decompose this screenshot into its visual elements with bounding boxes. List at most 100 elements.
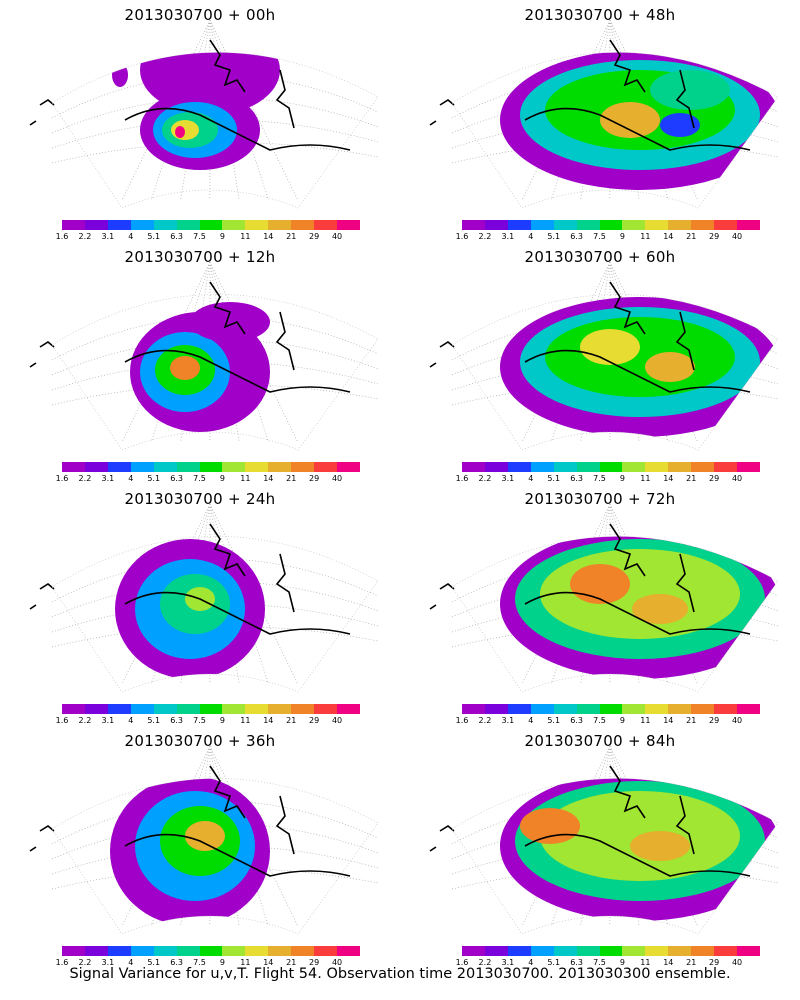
colorbar-tick-label: 6.3 xyxy=(170,716,183,725)
colorbar-tick-label: 29 xyxy=(309,958,320,967)
colorbar-swatch xyxy=(176,946,200,956)
coastline xyxy=(29,39,351,151)
colorbar-tick-label: 9 xyxy=(619,232,625,241)
colorbar-swatch xyxy=(668,946,692,956)
colorbar-tick-label: 3.1 xyxy=(501,232,515,241)
colorbar-tick-label: 2.2 xyxy=(478,232,492,241)
colorbar-tick-label: 40 xyxy=(331,232,343,241)
colorbar-swatch xyxy=(622,220,646,230)
colorbar-tick-label: 3.1 xyxy=(101,716,115,725)
colorbar-swatch xyxy=(153,946,177,956)
colorbar-swatch xyxy=(737,220,760,230)
colorbar-tick-label: 29 xyxy=(309,232,320,241)
colorbar-swatch xyxy=(714,704,738,714)
colorbar-tick-label: 21 xyxy=(686,716,697,725)
colorbar-tick-label: 29 xyxy=(709,958,720,967)
colorbar-tick-label: 29 xyxy=(709,474,720,483)
colorbar-tick-label: 11 xyxy=(640,716,651,725)
map-panel-p48: 2013030700 + 48h 1.6 2.2 3.1 4 5.1 6.3 7.5 9 11 14… xyxy=(400,0,800,242)
colorbar-tick-label: 3.1 xyxy=(101,474,115,483)
colorbar-swatch xyxy=(245,220,269,230)
contour-region xyxy=(520,808,580,844)
colorbar xyxy=(462,462,760,472)
colorbar-swatch xyxy=(62,220,85,230)
colorbar-tick-label: 3.1 xyxy=(101,958,115,967)
colorbar-tick-label: 7.5 xyxy=(593,474,606,483)
colorbar-swatch xyxy=(176,462,200,472)
colorbar-swatch xyxy=(130,220,154,230)
coastline xyxy=(29,523,351,635)
colorbar-swatch xyxy=(222,704,246,714)
colorbar-swatch xyxy=(530,220,554,230)
colorbar-tick-label: 5.1 xyxy=(147,232,161,241)
colorbar-tick-label: 40 xyxy=(331,958,343,967)
colorbar-tick-label: 9 xyxy=(619,474,625,483)
contour-region xyxy=(650,70,730,110)
colorbar-tick-label: 1.6 xyxy=(55,716,69,725)
colorbar-swatch xyxy=(245,946,269,956)
variance-contours xyxy=(115,539,265,679)
colorbar-swatch xyxy=(622,462,646,472)
colorbar-swatch xyxy=(530,462,554,472)
colorbar-swatch xyxy=(199,946,223,956)
colorbar-swatch xyxy=(153,704,177,714)
colorbar-tick-label: 14 xyxy=(663,232,674,241)
colorbar-tick-label: 11 xyxy=(240,958,251,967)
panel-title: 2013030700 + 12h xyxy=(124,248,276,266)
map-panel-p12: 2013030700 + 12h 1.6 2.2 3.1 4 5.1 6.3 7.5 9 11 14… xyxy=(0,242,400,484)
panel-title: 2013030700 + 48h xyxy=(524,6,676,24)
colorbar-tick-label: 3.1 xyxy=(501,716,515,725)
contour-region xyxy=(540,549,740,639)
colorbar-tick-label: 21 xyxy=(286,474,297,483)
colorbar-swatch xyxy=(737,704,760,714)
colorbar-swatch xyxy=(599,220,623,230)
colorbar-swatch xyxy=(107,462,131,472)
map-boundary xyxy=(51,778,379,935)
colorbar-tick-label: 2.2 xyxy=(78,716,92,725)
colorbar-ticks: 1.6 2.2 3.1 4 5.1 6.3 7.5 9 11 14 21 29 40 xyxy=(456,474,760,484)
colorbar-tick-label: 5.1 xyxy=(547,232,561,241)
colorbar-swatch xyxy=(153,220,177,230)
colorbar-swatch xyxy=(462,704,485,714)
colorbar-swatch xyxy=(599,946,623,956)
colorbar-swatch xyxy=(337,220,360,230)
contour-region xyxy=(175,126,185,138)
colorbar-tick-label: 14 xyxy=(663,716,674,725)
colorbar-tick-label: 1.6 xyxy=(455,716,469,725)
coastline xyxy=(29,765,351,877)
colorbar-swatch xyxy=(691,220,715,230)
colorbar-swatch xyxy=(576,462,600,472)
colorbar-swatch xyxy=(199,704,223,714)
colorbar-tick-label: 2.2 xyxy=(78,958,92,967)
colorbar-tick-label: 4 xyxy=(528,716,534,725)
colorbar-tick-label: 9 xyxy=(619,958,625,967)
colorbar-swatch xyxy=(599,462,623,472)
colorbar-tick-label: 1.6 xyxy=(455,232,469,241)
colorbar-tick-label: 7.5 xyxy=(593,716,606,725)
panel-title: 2013030700 + 72h xyxy=(524,490,676,508)
colorbar-tick-label: 5.1 xyxy=(147,474,161,483)
contour-region xyxy=(170,356,200,380)
colorbar-tick-label: 7.5 xyxy=(193,474,206,483)
colorbar-tick-label: 11 xyxy=(240,232,251,241)
colorbar-tick-label: 5.1 xyxy=(547,474,561,483)
colorbar xyxy=(62,704,360,714)
colorbar-tick-label: 9 xyxy=(219,958,225,967)
colorbar-swatch xyxy=(507,704,531,714)
colorbar-swatch xyxy=(268,462,292,472)
colorbar-tick-label: 11 xyxy=(240,474,251,483)
colorbar-swatch xyxy=(645,462,669,472)
colorbar-tick-label: 4 xyxy=(528,474,534,483)
colorbar-swatch xyxy=(291,704,315,714)
panel-title: 2013030700 + 24h xyxy=(124,490,276,508)
colorbar-tick-label: 1.6 xyxy=(55,958,69,967)
colorbar-tick-label: 14 xyxy=(663,474,674,483)
colorbar-tick-label: 21 xyxy=(686,474,697,483)
colorbar-swatch xyxy=(691,946,715,956)
colorbar-tick-label: 5.1 xyxy=(547,716,561,725)
colorbar-swatch xyxy=(622,946,646,956)
colorbar-tick-label: 5.1 xyxy=(547,958,561,967)
colorbar-tick-label: 40 xyxy=(731,958,743,967)
colorbar-ticks: 1.6 2.2 3.1 4 5.1 6.3 7.5 9 11 14 21 29 40 xyxy=(456,716,760,726)
colorbar-swatch xyxy=(645,704,669,714)
